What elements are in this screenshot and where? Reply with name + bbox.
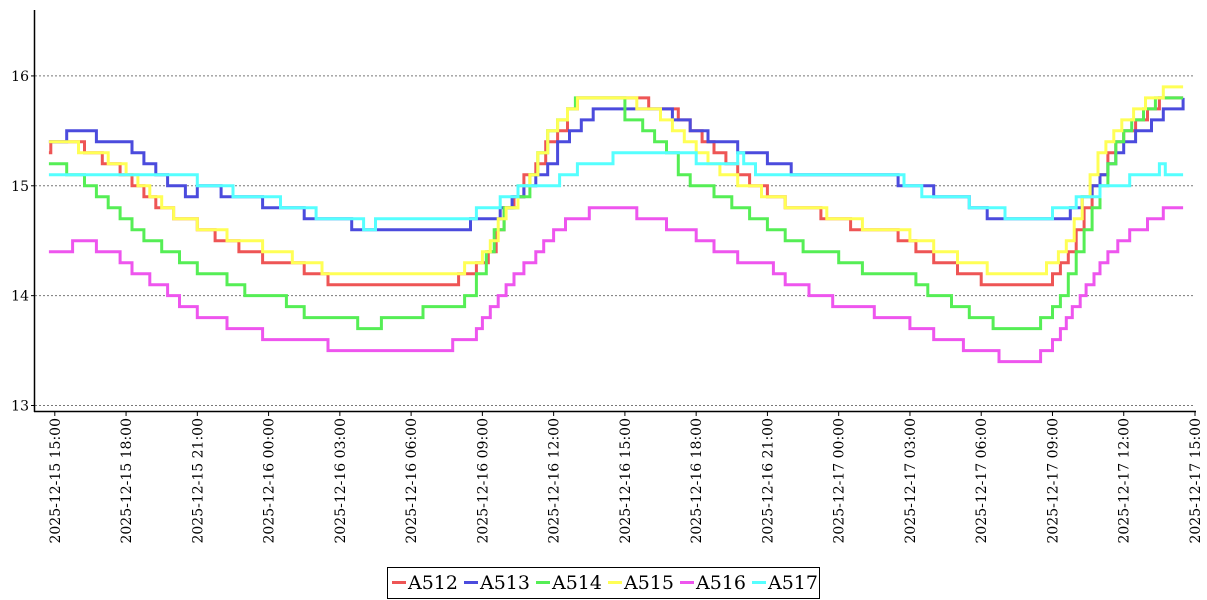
x-tick-label: 2025-12-16 21:00 <box>760 418 776 544</box>
legend: A512 A513 A514 A515 A516 A517 <box>387 567 820 599</box>
x-tick-label: 2025-12-17 06:00 <box>974 418 990 544</box>
x-tick-label: 2025-12-16 09:00 <box>475 418 491 544</box>
x-tick-label: 2025-12-15 21:00 <box>190 418 206 544</box>
x-tick-label: 2025-12-15 18:00 <box>119 418 135 544</box>
y-axis-ticks: 13 14 15 16 <box>11 69 35 415</box>
x-tick-label: 2025-12-16 00:00 <box>262 418 278 544</box>
x-tick-label: 2025-12-16 15:00 <box>618 418 634 544</box>
x-tick-label: 2025-12-15 15:00 <box>48 418 64 544</box>
x-tick-label: 2025-12-16 06:00 <box>404 418 420 544</box>
legend-label-a517: A517 <box>767 572 818 594</box>
y-tick-label: 14 <box>11 289 29 305</box>
legend-label-a516: A516 <box>695 572 746 594</box>
x-tick-label: 2025-12-17 09:00 <box>1045 418 1061 544</box>
series-line-a517 <box>48 151 1184 232</box>
y-tick-label: 16 <box>11 69 29 85</box>
legend-label-a513: A513 <box>479 572 530 594</box>
x-axis-ticks: 2025-12-15 15:00 2025-12-15 18:00 2025-12-… <box>48 411 1204 544</box>
series-line-a515 <box>48 85 1184 276</box>
series-line-a512 <box>48 96 1184 287</box>
x-tick-label: 2025-12-16 18:00 <box>689 418 705 544</box>
legend-box <box>387 567 820 599</box>
series-group <box>48 85 1185 364</box>
legend-label-a514: A514 <box>551 572 602 594</box>
series-line-a514 <box>48 96 1184 331</box>
y-tick-label: 15 <box>11 179 29 195</box>
y-tick-label: 13 <box>11 399 29 415</box>
x-tick-label: 2025-12-17 00:00 <box>832 418 848 544</box>
x-tick-label: 2025-12-17 12:00 <box>1117 418 1133 544</box>
x-tick-label: 2025-12-16 03:00 <box>333 418 349 544</box>
x-tick-label: 2025-12-16 12:00 <box>547 418 563 544</box>
x-tick-label: 2025-12-17 15:00 <box>1188 418 1204 544</box>
series-line-a513 <box>48 97 1185 232</box>
grid-lines <box>35 75 1195 407</box>
x-tick-label: 2025-12-17 03:00 <box>903 418 919 544</box>
legend-label-a515: A515 <box>623 572 674 594</box>
legend-label-a512: A512 <box>407 572 458 594</box>
series-line-a516 <box>48 206 1184 364</box>
